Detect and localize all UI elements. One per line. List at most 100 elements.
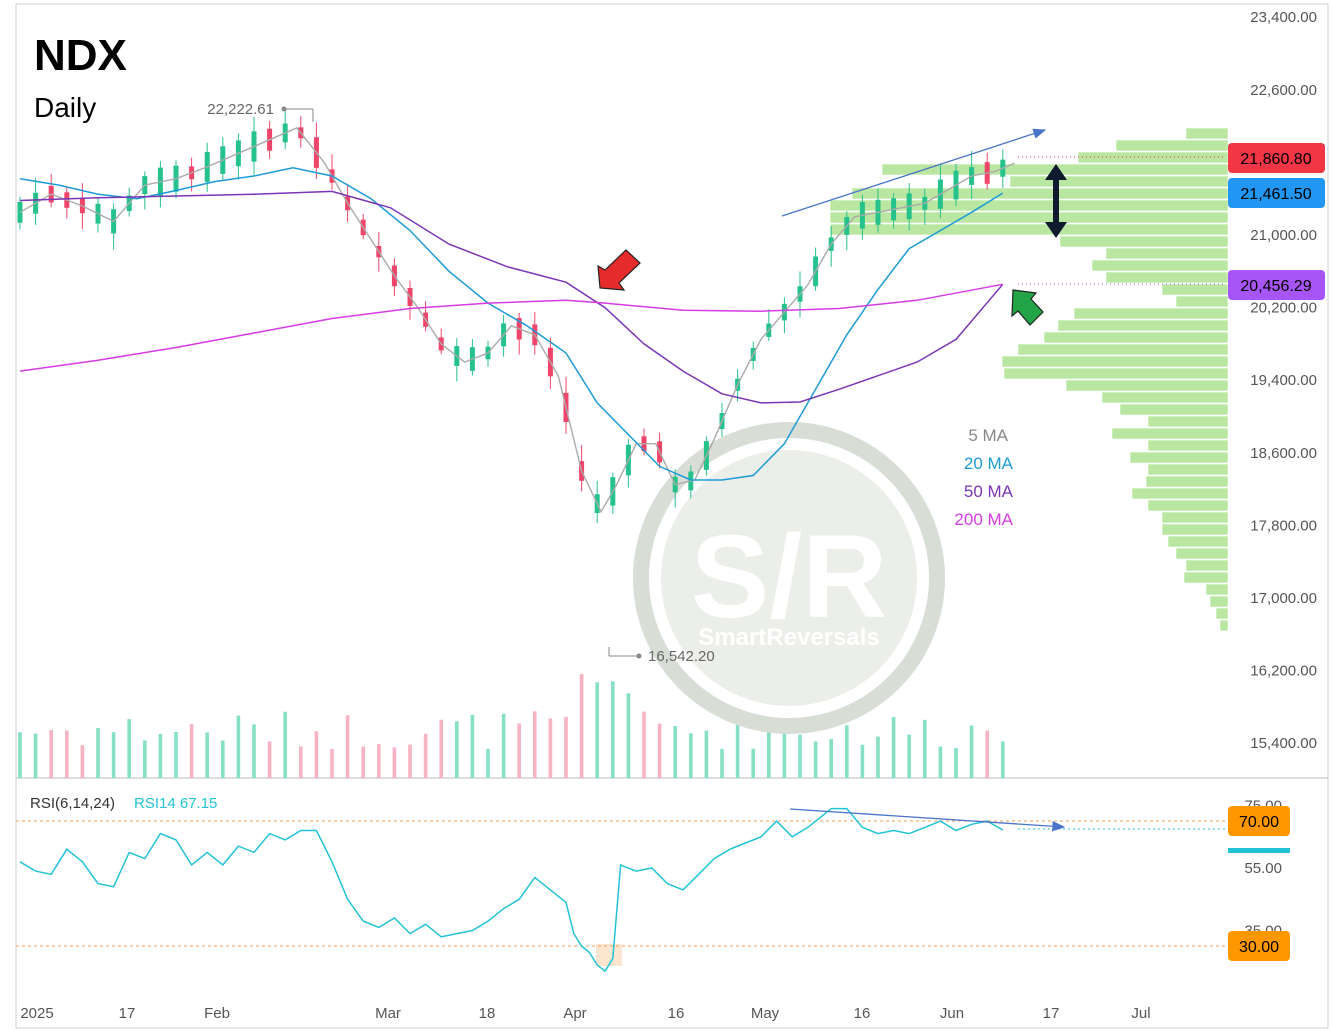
volume-bar xyxy=(65,730,69,778)
rsi-tick-label: 55.00 xyxy=(1244,860,1282,877)
x-tick-label: Apr xyxy=(563,1005,586,1022)
volume-profile-bar xyxy=(1145,475,1229,488)
low-label: 16,542.20 xyxy=(648,648,715,665)
volume-profile-bar xyxy=(1161,523,1229,536)
high-marker: 22,222.61 xyxy=(207,101,314,122)
x-tick-label: Jul xyxy=(1131,1005,1150,1022)
volume-profile-bar xyxy=(1183,571,1229,584)
legend-50ma: 50 MA xyxy=(964,482,1014,501)
volume-bar xyxy=(470,714,475,778)
price-axis: 23,400.00 22,600.00 21,000.00 20,200.00 19,4… xyxy=(1250,9,1317,752)
volume-profile-bar xyxy=(829,223,1229,236)
rsi-title: RSI(6,14,24) xyxy=(30,795,115,812)
volume-bar xyxy=(954,747,958,778)
volume-bar xyxy=(345,715,350,778)
volume-bar xyxy=(813,741,818,778)
volume-profile-bar xyxy=(1003,367,1229,380)
volume-bar xyxy=(80,745,85,778)
volume-profile-bar xyxy=(1131,487,1229,500)
ma-line-200-ma xyxy=(19,283,1003,372)
double-arrow-icon xyxy=(1045,164,1067,238)
volume-profile-bar xyxy=(1119,403,1229,416)
volume-profile-bar xyxy=(1185,127,1229,140)
volume-bar xyxy=(907,734,911,778)
volume-profile-bar xyxy=(1001,355,1229,368)
volume-profile-bar xyxy=(1161,511,1229,524)
volume-bar xyxy=(923,719,927,778)
legend-5ma: 5 MA xyxy=(968,426,1008,445)
volume-bar xyxy=(143,740,147,778)
x-tick-label: Feb xyxy=(204,1005,230,1022)
volume-bar xyxy=(33,733,38,778)
volume-bar xyxy=(845,725,849,778)
price-tick-label: 22,600.00 xyxy=(1250,82,1317,99)
volume-bar xyxy=(127,719,131,778)
volume-profile-bar xyxy=(1185,559,1229,572)
price-tick-label: 16,200.00 xyxy=(1250,663,1317,680)
volume-bar xyxy=(720,748,724,778)
volume-bar xyxy=(657,723,662,778)
price-tag-last: 21,860.80 xyxy=(1228,143,1325,173)
volume-profile-bar xyxy=(1209,595,1229,608)
rsi-tag-70: 70.00 xyxy=(1228,806,1290,836)
volume-bar xyxy=(423,733,428,778)
price-tick-label: 17,800.00 xyxy=(1250,517,1317,534)
x-tick-label: May xyxy=(751,1005,780,1022)
price-tick-label: 21,000.00 xyxy=(1250,227,1317,244)
volume-bar xyxy=(158,733,163,778)
volume-bar xyxy=(236,715,241,778)
svg-text:21,461.50: 21,461.50 xyxy=(1240,186,1311,203)
volume-bar xyxy=(1001,741,1005,778)
rsi-line xyxy=(19,807,1004,973)
x-tick-label: 16 xyxy=(668,1005,685,1022)
volume-profile-bar xyxy=(1161,283,1229,296)
volume-profile-bar xyxy=(1105,247,1229,260)
volume-profile-bar xyxy=(1065,379,1229,392)
price-tick-label: 20,200.00 xyxy=(1250,300,1317,317)
volume-bar xyxy=(455,721,459,778)
volume-bar xyxy=(174,731,178,778)
volume-bar xyxy=(439,719,443,778)
volume-bar xyxy=(673,726,677,778)
x-tick-label: 17 xyxy=(1043,1005,1060,1022)
volume-bar xyxy=(18,732,22,778)
ma-line-5-ma xyxy=(19,127,1015,514)
price-tick-label: 17,000.00 xyxy=(1250,590,1317,607)
ma-line-20-ma xyxy=(19,167,1004,481)
time-axis: 2025 17 Feb Mar 18 Apr 16 May 16 Jun 17 Jul xyxy=(20,1005,1150,1022)
volume-profile-bar xyxy=(1147,439,1229,452)
volume-bar xyxy=(891,716,896,778)
volume-bar xyxy=(330,749,334,778)
rsi-divergence-arrow xyxy=(789,808,1066,832)
volume-bar xyxy=(111,732,116,778)
watermark-brand: SmartReversals xyxy=(698,624,879,651)
moving-averages xyxy=(19,127,1015,514)
volume-profile-bar xyxy=(829,211,1229,224)
volume-bar xyxy=(751,748,755,778)
volume-profile-bar xyxy=(1115,139,1229,152)
x-tick-label: Jun xyxy=(940,1005,964,1022)
volume-bar xyxy=(642,711,646,778)
price-tick-label: 15,400.00 xyxy=(1250,735,1317,752)
x-tick-label: 2025 xyxy=(20,1005,53,1022)
ma-legend: 5 MA 20 MA 50 MA 200 MA xyxy=(954,426,1013,529)
legend-200ma: 200 MA xyxy=(954,510,1013,529)
volume-bar xyxy=(767,728,771,778)
volume-bar xyxy=(689,733,693,778)
volume-bar xyxy=(314,731,319,778)
volume-bar xyxy=(283,711,287,778)
volume-bar xyxy=(408,744,412,778)
x-tick-label: Mar xyxy=(375,1005,401,1022)
rsi-value-tag xyxy=(1228,848,1290,853)
volume-bar xyxy=(798,734,802,778)
volume-profile-bar xyxy=(1043,331,1229,344)
volume-profile-bar xyxy=(1147,499,1229,512)
rsi-oversold-fill xyxy=(596,944,622,966)
volume-profile-bar xyxy=(1175,295,1229,308)
price-tag-200ma: 20,456.29 xyxy=(1228,270,1325,300)
volume-bar xyxy=(392,747,397,778)
volume-profile-bar xyxy=(1219,619,1229,632)
low-marker: 16,542.20 xyxy=(608,647,715,665)
volume-bar xyxy=(985,730,989,778)
